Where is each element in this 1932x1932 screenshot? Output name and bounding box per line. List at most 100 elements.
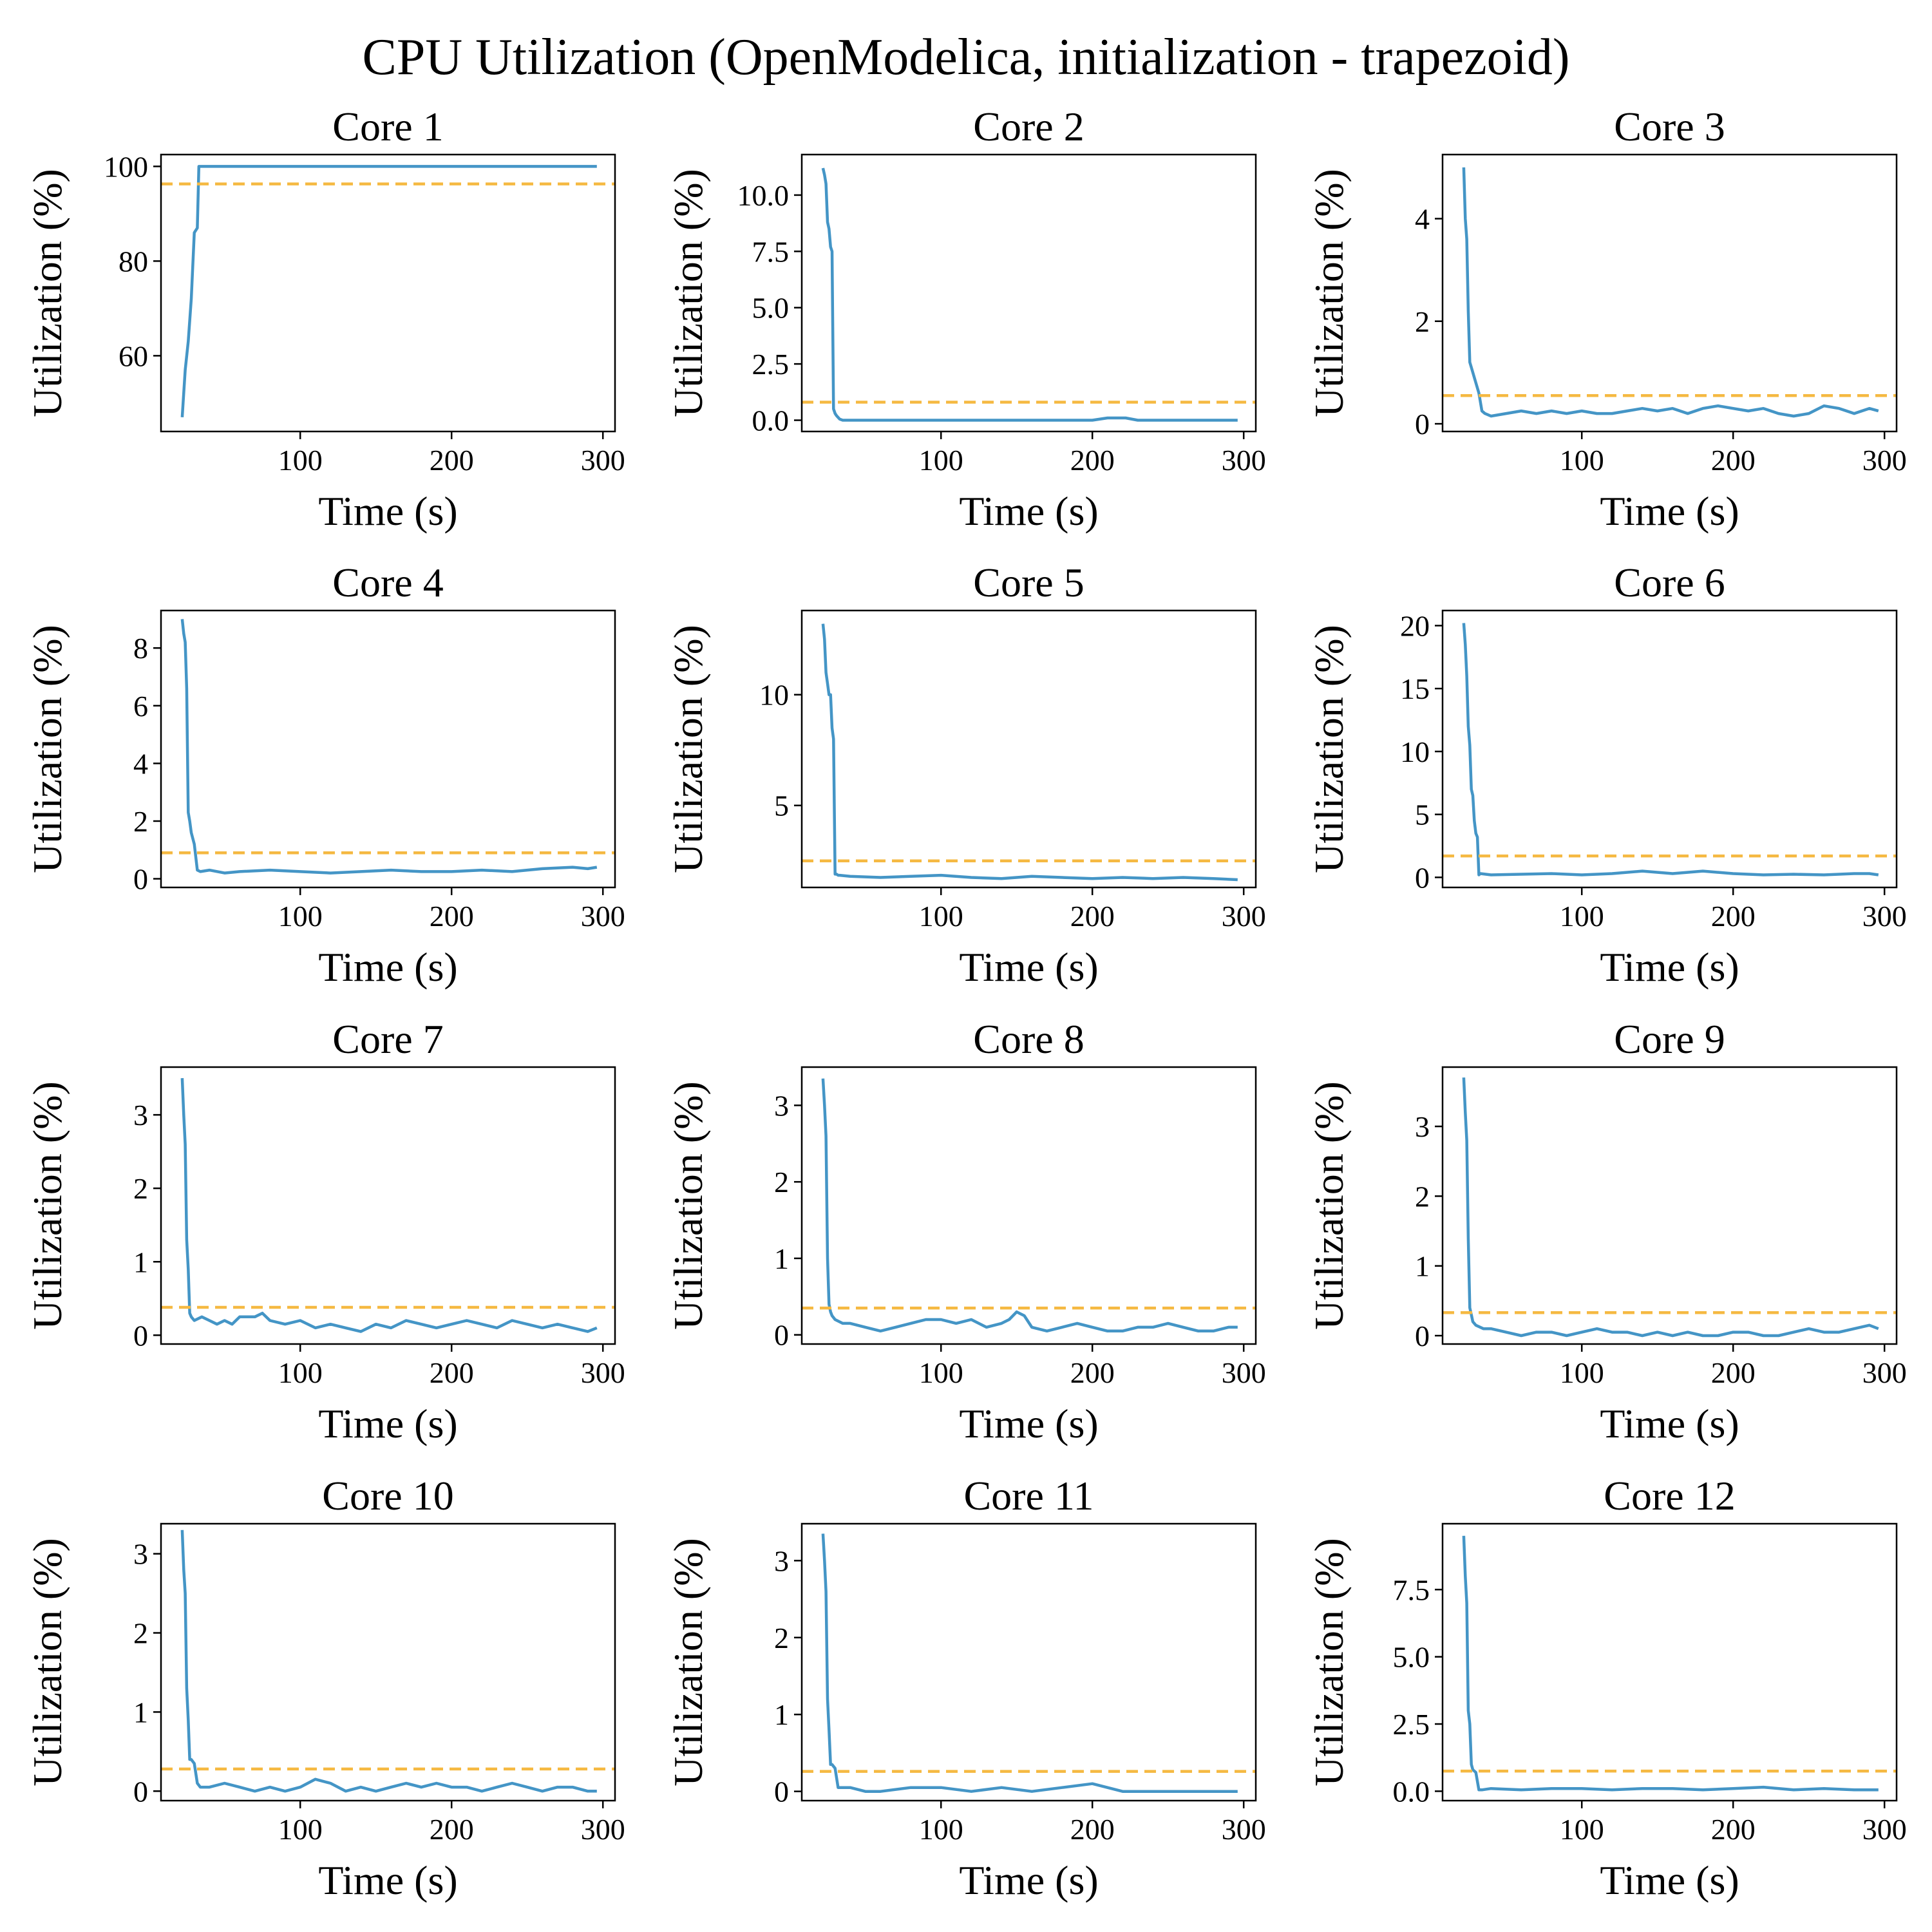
y-tick-label: 2 [1415,1180,1430,1213]
subplot-title: Core 5 [973,560,1084,605]
x-tick-label: 200 [1070,1356,1115,1389]
y-tick-label: 10.0 [737,179,790,212]
y-tick-label: 2 [774,1622,789,1654]
plot-frame [1441,1522,1898,1802]
subplot-title: Core 6 [1614,560,1725,605]
x-axis-label: Time (s) [318,1401,457,1446]
y-axis-label: Utilization (%) [24,625,70,873]
y-tick-label: 5 [1415,799,1430,831]
x-tick-label: 300 [1222,1356,1266,1389]
y-tick-label: 7.5 [1393,1573,1430,1606]
subplot-core-3: Core 3 100 200 300 0 2 4 Time (s) Utilization (%… [1306,104,1907,534]
x-tick-label: 100 [919,1813,963,1846]
plot-frame [800,609,1257,889]
y-tick-label: 0 [133,863,148,896]
y-axis-label: Utilization (%) [24,169,70,417]
y-tick-label: 3 [133,1538,148,1571]
subplot-title: Core 2 [973,104,1084,149]
y-tick-label: 6 [133,690,148,723]
y-tick-label: 5.0 [1393,1641,1430,1674]
x-axis-label: Time (s) [1600,1857,1739,1903]
utilization-line [1462,1077,1879,1338]
x-tick-label: 100 [919,900,963,933]
y-tick-label: 3 [774,1544,789,1577]
x-tick-label: 300 [1862,1356,1907,1389]
x-tick-label: 100 [1560,1356,1604,1389]
x-tick-label: 200 [1070,900,1115,933]
y-tick-label: 0 [133,1775,148,1808]
y-tick-label: 0.0 [752,404,790,437]
y-tick-label: 2.5 [752,348,790,381]
plot-frame [800,153,1257,433]
subplot-title: Core 11 [963,1473,1094,1519]
y-axis-label: Utilization (%) [665,625,711,873]
x-tick-label: 200 [1070,444,1115,477]
y-axis-label: Utilization (%) [665,1538,711,1786]
y-tick-label: 2 [133,1617,148,1650]
plot-frame [160,153,616,433]
y-tick-label: 0.0 [1393,1775,1430,1808]
y-tick-label: 5 [774,790,789,822]
x-tick-label: 300 [1222,900,1266,933]
y-tick-label: 0 [1415,408,1430,440]
y-tick-label: 80 [118,245,148,278]
utilization-line [1462,1535,1879,1792]
x-tick-label: 300 [581,1356,625,1389]
y-axis-label: Utilization (%) [1306,625,1352,873]
y-axis-label: Utilization (%) [24,1081,70,1330]
utilization-line [180,619,598,875]
utilization-line [1462,623,1879,876]
x-axis-label: Time (s) [959,488,1098,534]
subplot-core-2: Core 2 100 200 300 0.0 2.5 5.0 7.5 10.0 Time (s) U… [665,104,1266,534]
subplot-core-7: Core 7 100 200 300 0 1 2 3 Time (s) Utilization (… [24,1016,625,1446]
x-tick-label: 300 [1222,444,1266,477]
y-tick-label: 1 [774,1698,789,1731]
y-tick-label: 60 [118,339,148,372]
y-tick-label: 2 [133,805,148,838]
y-tick-label: 2 [774,1166,789,1198]
y-axis-label: Utilization (%) [665,1081,711,1330]
x-tick-label: 200 [1070,1813,1115,1846]
y-tick-label: 2 [133,1172,148,1205]
subplot-core-9: Core 9 100 200 300 0 1 2 3 Time (s) Utilization (… [1306,1016,1907,1446]
y-tick-label: 10 [1400,735,1430,768]
x-axis-label: Time (s) [959,1857,1098,1903]
subplot-title: Core 1 [332,104,443,149]
plot-frame [160,609,616,889]
subplot-title: Core 3 [1614,104,1725,149]
x-tick-label: 300 [1862,900,1907,933]
y-tick-label: 0 [1415,861,1430,894]
y-tick-label: 4 [1415,203,1430,236]
subplot-title: Core 12 [1604,1473,1735,1519]
y-tick-label: 0 [774,1776,789,1808]
subplot-title: Core 4 [332,560,443,605]
x-tick-label: 100 [919,444,963,477]
y-tick-label: 0 [1415,1320,1430,1352]
x-tick-label: 200 [1711,900,1756,933]
y-axis-label: Utilization (%) [665,169,711,417]
y-tick-label: 15 [1400,672,1430,705]
plot-frame [1441,609,1898,889]
x-tick-label: 200 [430,444,474,477]
y-axis-label: Utilization (%) [24,1538,70,1786]
x-tick-label: 200 [1711,1356,1756,1389]
x-tick-label: 100 [278,444,323,477]
utilization-line [1462,167,1879,418]
x-tick-label: 100 [278,1813,323,1846]
utilization-line [821,1533,1238,1793]
utilization-line [180,165,597,418]
subplot-title: Core 10 [322,1473,453,1519]
plot-frame [1441,1066,1898,1345]
x-axis-label: Time (s) [1600,944,1739,990]
x-tick-label: 100 [278,900,323,933]
x-axis-label: Time (s) [318,944,457,990]
x-axis-label: Time (s) [1600,488,1739,534]
x-tick-label: 100 [1560,444,1604,477]
y-axis-label: Utilization (%) [1306,1538,1352,1786]
y-tick-label: 2 [1415,305,1430,338]
y-tick-label: 100 [104,150,148,183]
plot-frame [160,1522,616,1802]
x-tick-label: 300 [581,444,625,477]
